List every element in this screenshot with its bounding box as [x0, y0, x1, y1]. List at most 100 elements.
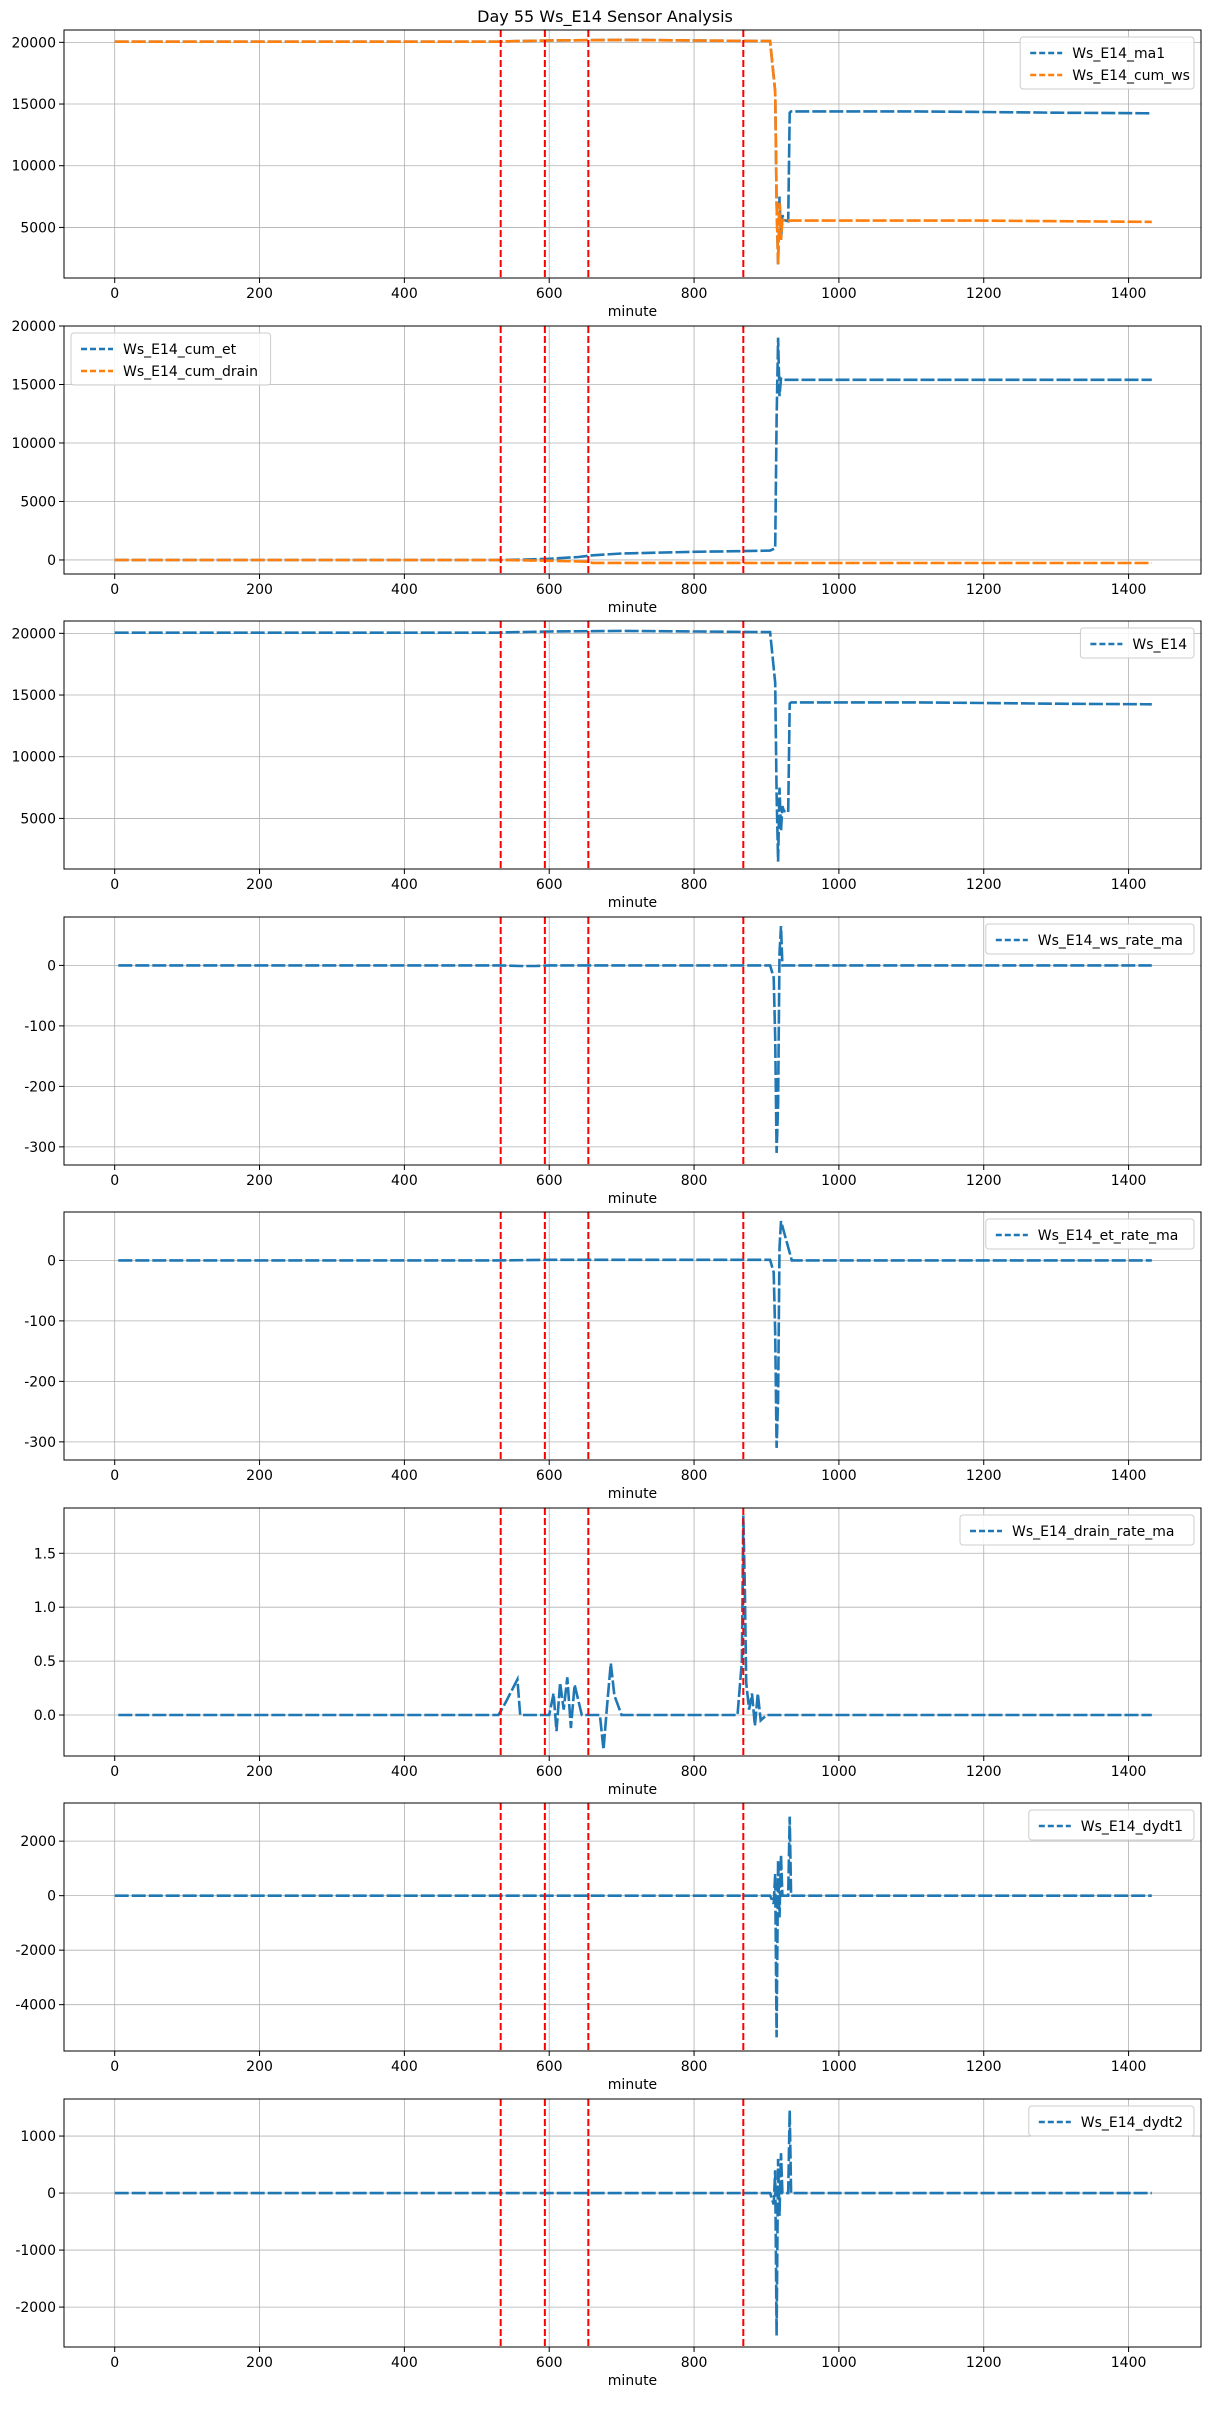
x-tick-label: 1200 — [966, 1764, 1002, 1780]
plot-frame — [63, 2098, 1202, 2348]
x-tick-label: 0 — [110, 582, 119, 598]
x-tick-label: 1200 — [966, 2355, 1002, 2371]
y-tick-label: -100 — [24, 1019, 56, 1035]
y-tick-label: 1.5 — [34, 1546, 56, 1562]
x-tick-label: 600 — [536, 286, 563, 302]
x-tick-label: 200 — [246, 877, 273, 893]
legend: Ws_E14_cum_et Ws_E14_cum_drain — [70, 332, 272, 386]
x-tick-label: 800 — [681, 2355, 708, 2371]
legend-box — [1019, 36, 1195, 90]
x-tick-label: 800 — [681, 1764, 708, 1780]
y-tick-label: 0.0 — [34, 1708, 56, 1724]
y-tick-label: 0.5 — [34, 1654, 56, 1670]
x-tick-label: 1200 — [966, 286, 1002, 302]
x-axis-label: minute — [608, 2373, 657, 2389]
x-tick-label: 400 — [391, 1173, 418, 1189]
x-axis-label: minute — [608, 1191, 657, 1207]
legend-label: Ws_E14 — [1132, 637, 1187, 653]
subplot-6: 0 200 400 600 800 1000 1200 1400 0.0 0.5 1.0 1.5 min… — [34, 1507, 1202, 1798]
x-tick-label: 600 — [536, 1173, 563, 1189]
y-tick-label: -2000 — [15, 2300, 56, 2316]
x-tick-label: 200 — [246, 2355, 273, 2371]
x-tick-label: 0 — [110, 1764, 119, 1780]
legend: Ws_E14_ma1 Ws_E14_cum_ws — [1019, 36, 1195, 90]
y-tick-label: 10000 — [11, 750, 56, 766]
y-tick-label: 0 — [47, 1253, 56, 1269]
plot-frame — [63, 1802, 1202, 2052]
x-tick-label: 600 — [536, 877, 563, 893]
legend-box — [1079, 627, 1195, 659]
plot-frame — [63, 620, 1202, 870]
legend-label: Ws_E14_ws_rate_ma — [1038, 933, 1183, 949]
figure-title: Day 55 Ws_E14 Sensor Analysis — [477, 7, 733, 27]
series-line-Ws_E14_dydt1 — [114, 1816, 1152, 2038]
plot-frame — [63, 29, 1202, 279]
x-tick-label: 0 — [110, 286, 119, 302]
subplot-8: 0 200 400 600 800 1000 1200 1400 -2000 -1000 0 1000… — [15, 2098, 1202, 2389]
y-tick-label: 20000 — [11, 35, 56, 51]
x-tick-label: 0 — [110, 2059, 119, 2075]
x-tick-label: 400 — [391, 286, 418, 302]
x-tick-label: 1400 — [1111, 582, 1147, 598]
legend-box — [985, 923, 1195, 955]
series-line-Ws_E14_cum_ws — [114, 38, 1152, 265]
series-line-Ws_E14_et_rate_ma — [118, 1220, 1152, 1448]
x-tick-label: 600 — [536, 582, 563, 598]
y-tick-label: 0 — [47, 1889, 56, 1905]
series-line-Ws_E14_ws_rate_ma — [118, 926, 1152, 1153]
y-tick-label: -300 — [24, 1140, 56, 1156]
legend-label: Ws_E14_dydt2 — [1081, 2115, 1183, 2131]
subplot-4: 0 200 400 600 800 1000 1200 1400 -300 -200 -100 0 mi… — [24, 916, 1202, 1207]
y-tick-label: -2000 — [15, 1943, 56, 1959]
x-tick-label: 600 — [536, 2355, 563, 2371]
legend: Ws_E14_drain_rate_ma — [959, 1514, 1195, 1546]
x-axis-label: minute — [608, 1486, 657, 1502]
x-axis-label: minute — [608, 895, 657, 911]
y-tick-label: 5000 — [20, 811, 56, 827]
x-axis-label: minute — [608, 600, 657, 616]
x-tick-label: 1000 — [821, 1468, 857, 1484]
x-tick-label: 0 — [110, 2355, 119, 2371]
y-tick-label: -300 — [24, 1435, 56, 1451]
x-tick-label: 800 — [681, 1468, 708, 1484]
x-tick-label: 1000 — [821, 877, 857, 893]
x-tick-label: 1000 — [821, 2059, 857, 2075]
x-tick-label: 1400 — [1111, 877, 1147, 893]
y-tick-label: -1000 — [15, 2243, 56, 2259]
subplot-3: 0 200 400 600 800 1000 1200 1400 5000 10000 15000 2… — [11, 620, 1202, 911]
y-tick-label: 2000 — [20, 1834, 56, 1850]
legend-label: Ws_E14_drain_rate_ma — [1012, 1524, 1174, 1540]
x-tick-label: 1000 — [821, 582, 857, 598]
legend-label: Ws_E14_cum_drain — [123, 364, 258, 380]
y-tick-label: 0 — [47, 553, 56, 569]
x-tick-label: 600 — [536, 1764, 563, 1780]
y-tick-label: 20000 — [11, 319, 56, 335]
legend-box — [985, 1218, 1195, 1250]
x-tick-label: 800 — [681, 582, 708, 598]
series-line-Ws_E14_cum_et — [114, 337, 1152, 562]
x-tick-label: 200 — [246, 1764, 273, 1780]
legend: Ws_E14_et_rate_ma — [985, 1218, 1195, 1250]
legend-label: Ws_E14_cum_et — [123, 342, 237, 358]
x-tick-label: 800 — [681, 286, 708, 302]
legend: Ws_E14_dydt1 — [1028, 1809, 1195, 1841]
x-tick-label: 400 — [391, 2355, 418, 2371]
subplot-2: 0 200 400 600 800 1000 1200 1400 0 5000 10000 15000… — [11, 319, 1202, 616]
legend-label: Ws_E14_cum_ws — [1072, 68, 1190, 84]
y-tick-label: 15000 — [11, 377, 56, 393]
x-tick-label: 400 — [391, 2059, 418, 2075]
x-tick-label: 600 — [536, 2059, 563, 2075]
y-tick-label: -4000 — [15, 1998, 56, 2014]
legend: Ws_E14 — [1079, 627, 1195, 659]
subplot-5: 0 200 400 600 800 1000 1200 1400 -300 -200 -100 0 mi… — [24, 1211, 1202, 1502]
x-tick-label: 0 — [110, 877, 119, 893]
x-tick-label: 800 — [681, 877, 708, 893]
legend-box — [1028, 2105, 1195, 2137]
subplot-1: 0 200 400 600 800 1000 1200 1400 5000 10000 15000 2… — [11, 29, 1202, 320]
y-tick-label: 15000 — [11, 688, 56, 704]
x-tick-label: 800 — [681, 1173, 708, 1189]
x-tick-label: 1400 — [1111, 2059, 1147, 2075]
x-tick-label: 1000 — [821, 286, 857, 302]
